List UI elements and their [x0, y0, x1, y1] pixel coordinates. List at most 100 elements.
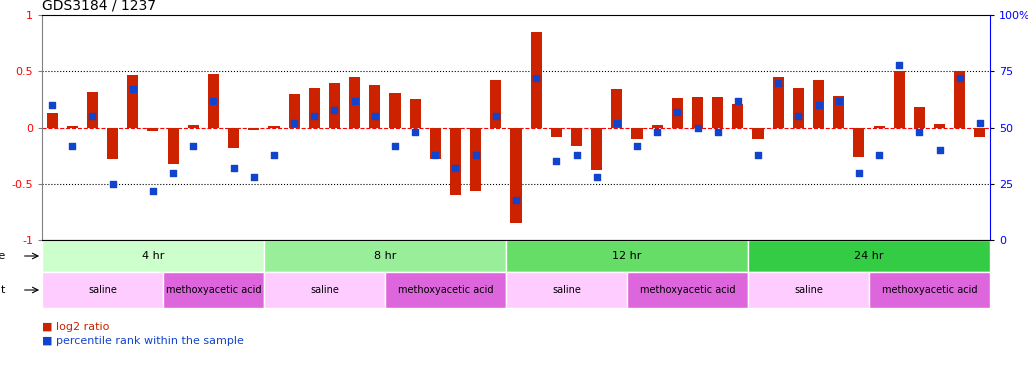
- Bar: [289, 94, 300, 127]
- Point: [528, 75, 545, 81]
- Point: [911, 129, 927, 135]
- Text: methoxyacetic acid: methoxyacetic acid: [166, 285, 261, 295]
- Bar: [748, 240, 990, 272]
- Point: [44, 102, 61, 108]
- Bar: [506, 272, 627, 308]
- Bar: [384, 272, 506, 308]
- Bar: [571, 127, 582, 146]
- Point: [871, 151, 887, 157]
- Point: [669, 109, 686, 115]
- Point: [649, 129, 665, 135]
- Bar: [551, 127, 562, 136]
- Bar: [127, 74, 139, 127]
- Bar: [308, 88, 320, 127]
- Text: agent: agent: [0, 285, 6, 295]
- Bar: [833, 96, 844, 127]
- Point: [387, 142, 403, 149]
- Point: [346, 98, 363, 104]
- Point: [145, 187, 161, 194]
- Bar: [612, 89, 622, 127]
- Point: [690, 124, 706, 131]
- Bar: [748, 272, 869, 308]
- Bar: [874, 126, 885, 127]
- Bar: [813, 80, 824, 127]
- Text: saline: saline: [552, 285, 581, 295]
- Bar: [975, 127, 986, 136]
- Point: [971, 120, 988, 126]
- Text: 24 hr: 24 hr: [854, 251, 884, 261]
- Point: [548, 158, 564, 164]
- Point: [367, 113, 383, 119]
- Point: [124, 86, 141, 92]
- Point: [487, 113, 504, 119]
- Point: [407, 129, 424, 135]
- Text: time: time: [0, 251, 6, 261]
- Text: methoxyacetic acid: methoxyacetic acid: [882, 285, 978, 295]
- Bar: [147, 127, 158, 131]
- Bar: [934, 124, 945, 127]
- Bar: [390, 93, 401, 127]
- Bar: [350, 77, 360, 127]
- Point: [730, 98, 746, 104]
- Text: saline: saline: [794, 285, 822, 295]
- Point: [629, 142, 646, 149]
- Bar: [631, 127, 642, 139]
- Bar: [208, 73, 219, 127]
- Text: saline: saline: [310, 285, 339, 295]
- Point: [326, 106, 342, 113]
- Point: [588, 174, 604, 180]
- Point: [508, 197, 524, 203]
- Point: [286, 120, 302, 126]
- Bar: [409, 99, 420, 127]
- Bar: [692, 97, 703, 127]
- Point: [265, 151, 282, 157]
- Text: 8 hr: 8 hr: [374, 251, 396, 261]
- Bar: [732, 104, 743, 127]
- Bar: [67, 126, 78, 127]
- Point: [64, 142, 80, 149]
- Bar: [248, 127, 259, 130]
- Bar: [87, 91, 98, 127]
- Bar: [893, 71, 905, 127]
- Bar: [506, 240, 748, 272]
- Bar: [672, 98, 683, 127]
- Bar: [853, 127, 865, 157]
- Text: 12 hr: 12 hr: [613, 251, 641, 261]
- Text: saline: saline: [88, 285, 117, 295]
- Bar: [163, 272, 264, 308]
- Point: [810, 102, 827, 108]
- Point: [427, 151, 443, 157]
- Bar: [591, 127, 602, 170]
- Point: [568, 151, 585, 157]
- Point: [709, 129, 726, 135]
- Bar: [450, 127, 461, 195]
- Bar: [42, 240, 264, 272]
- Bar: [329, 83, 340, 127]
- Bar: [168, 127, 179, 164]
- Point: [84, 113, 101, 119]
- Point: [246, 174, 262, 180]
- Bar: [712, 97, 724, 127]
- Bar: [188, 125, 198, 127]
- Point: [609, 120, 625, 126]
- Point: [447, 165, 464, 171]
- Bar: [869, 272, 990, 308]
- Point: [891, 61, 908, 68]
- Bar: [42, 272, 163, 308]
- Point: [468, 151, 484, 157]
- Bar: [511, 127, 521, 223]
- Point: [850, 169, 867, 175]
- Bar: [773, 77, 783, 127]
- Point: [306, 113, 323, 119]
- Bar: [652, 125, 663, 127]
- Bar: [752, 127, 764, 139]
- Text: 4 hr: 4 hr: [142, 251, 164, 261]
- Bar: [107, 127, 118, 159]
- Bar: [268, 126, 280, 127]
- Bar: [490, 80, 502, 127]
- Text: methoxyacetic acid: methoxyacetic acid: [639, 285, 735, 295]
- Point: [749, 151, 766, 157]
- Text: ■ percentile rank within the sample: ■ percentile rank within the sample: [42, 336, 244, 346]
- Point: [225, 165, 242, 171]
- Bar: [954, 71, 965, 127]
